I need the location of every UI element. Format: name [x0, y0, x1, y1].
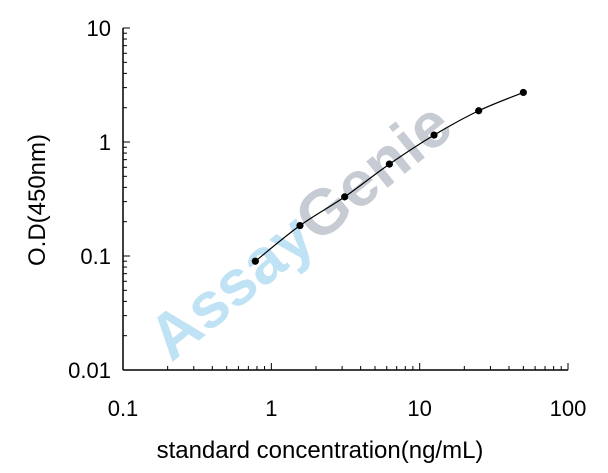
x-tick-labels: 0.1 1 10 100 [108, 396, 587, 421]
y-tick-label: 0.1 [80, 244, 111, 269]
data-point [430, 131, 438, 139]
watermark-part-2: Genie [281, 87, 465, 255]
y-tick-label: 0.01 [68, 358, 111, 383]
x-axis-title: standard concentration(ng/mL) [157, 437, 484, 464]
y-tick-labels: 10 1 0.1 0.01 [68, 16, 111, 383]
data-point [251, 257, 259, 265]
y-ticks [123, 27, 130, 371]
watermark-text: AssayGenie [135, 87, 465, 374]
watermark: AssayGenie [135, 87, 465, 374]
x-tick-label: 100 [550, 396, 587, 421]
data-point [296, 221, 304, 230]
y-tick-label: 10 [87, 16, 111, 41]
data-points [251, 88, 527, 265]
x-tick-label: 1 [265, 396, 277, 421]
x-tick-label: 10 [407, 396, 431, 421]
x-tick-label: 0.1 [108, 396, 139, 421]
data-point [341, 193, 349, 201]
y-axis-title: O.D(450nm) [24, 134, 51, 266]
data-point [385, 160, 393, 168]
data-point [519, 88, 527, 97]
x-ticks [122, 363, 569, 370]
y-tick-label: 1 [99, 130, 111, 155]
data-point [475, 107, 483, 115]
